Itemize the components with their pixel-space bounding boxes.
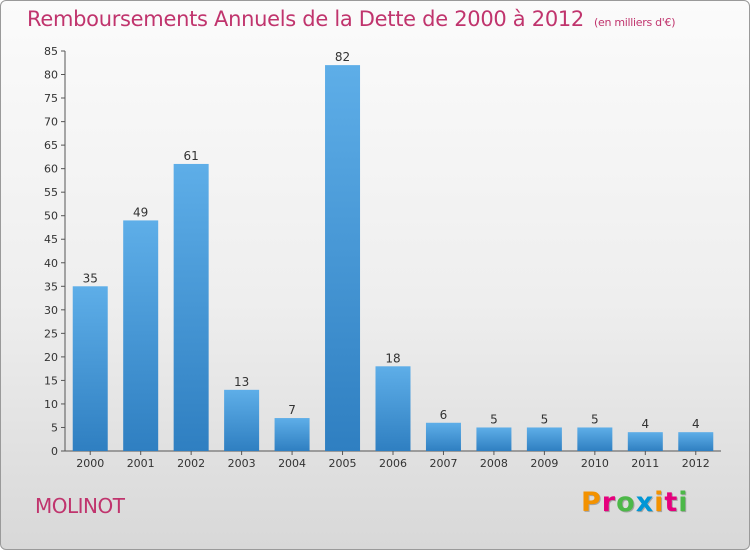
bar xyxy=(123,220,159,451)
y-tick-label: 80 xyxy=(44,69,58,82)
x-tick-label: 2002 xyxy=(177,457,205,470)
y-tick-label: 30 xyxy=(44,304,58,317)
y-tick-label: 35 xyxy=(44,280,58,293)
y-tick-label: 40 xyxy=(44,257,58,270)
x-tick-label: 2005 xyxy=(329,457,357,470)
logo-letter: t xyxy=(664,487,679,518)
data-label: 18 xyxy=(385,351,400,365)
data-label: 4 xyxy=(692,417,700,431)
logo-letter: P xyxy=(581,487,602,518)
x-tick-label: 2008 xyxy=(480,457,508,470)
data-label: 61 xyxy=(184,149,199,163)
data-label: 7 xyxy=(288,403,296,417)
y-tick-label: 15 xyxy=(44,374,58,387)
y-tick-label: 60 xyxy=(44,163,58,176)
y-tick-label: 5 xyxy=(51,421,58,434)
x-tick-label: 2009 xyxy=(530,457,558,470)
bars: 35 49 61 13 7 82 18 6 5 5 5 4 4 xyxy=(72,50,714,452)
bar xyxy=(476,427,512,451)
logo-letter: o xyxy=(616,487,636,518)
y-tick-label: 55 xyxy=(44,186,58,199)
bar xyxy=(375,366,411,451)
x-tick-label: 2000 xyxy=(76,457,104,470)
y-tick-label: 65 xyxy=(44,139,58,152)
x-tick-label: 2003 xyxy=(228,457,256,470)
bar xyxy=(274,418,310,451)
bar xyxy=(577,427,613,451)
x-tick-label: 2006 xyxy=(379,457,407,470)
data-label: 5 xyxy=(490,412,498,426)
bar xyxy=(425,422,461,451)
x-tick-label: 2004 xyxy=(278,457,306,470)
logo-letter: x xyxy=(635,487,655,518)
y-tick-label: 0 xyxy=(51,445,58,458)
proxiti-logo[interactable]: Proxiti xyxy=(581,487,689,518)
logo-letter: i xyxy=(678,487,689,518)
chart-title-text: Remboursements Annuels de la Dette de 20… xyxy=(27,7,584,31)
logo-letter: i xyxy=(654,487,665,518)
bar xyxy=(526,427,562,451)
y-tick-label: 75 xyxy=(44,92,58,105)
data-label: 82 xyxy=(335,50,350,64)
data-label: 35 xyxy=(83,271,98,285)
x-tick-label: 2001 xyxy=(127,457,155,470)
x-tick-label: 2012 xyxy=(682,457,710,470)
y-tick-label: 25 xyxy=(44,327,58,340)
bar xyxy=(678,432,714,451)
data-label: 6 xyxy=(440,408,448,422)
y-tick-label: 20 xyxy=(44,351,58,364)
bar xyxy=(173,163,209,452)
x-tick-label: 2007 xyxy=(429,457,457,470)
data-label: 5 xyxy=(541,412,549,426)
x-tick-label: 2010 xyxy=(581,457,609,470)
chart-title: Remboursements Annuels de la Dette de 20… xyxy=(27,7,675,31)
data-label: 49 xyxy=(133,205,148,219)
y-tick-label: 50 xyxy=(44,210,58,223)
logo-letter: r xyxy=(601,487,617,518)
x-tick-label: 2011 xyxy=(631,457,659,470)
data-label: 13 xyxy=(234,375,249,389)
chart-subtitle: (en milliers d'€) xyxy=(594,16,676,29)
bar xyxy=(224,389,260,451)
data-label: 4 xyxy=(641,417,649,431)
data-label: 5 xyxy=(591,412,599,426)
bar xyxy=(72,286,108,451)
bar xyxy=(325,65,361,451)
y-tick-label: 45 xyxy=(44,233,58,246)
city-name: MOLINOT xyxy=(35,494,125,518)
bar xyxy=(627,432,663,451)
y-tick-label: 70 xyxy=(44,116,58,129)
y-tick-label: 10 xyxy=(44,398,58,411)
y-tick-label: 85 xyxy=(44,45,58,58)
